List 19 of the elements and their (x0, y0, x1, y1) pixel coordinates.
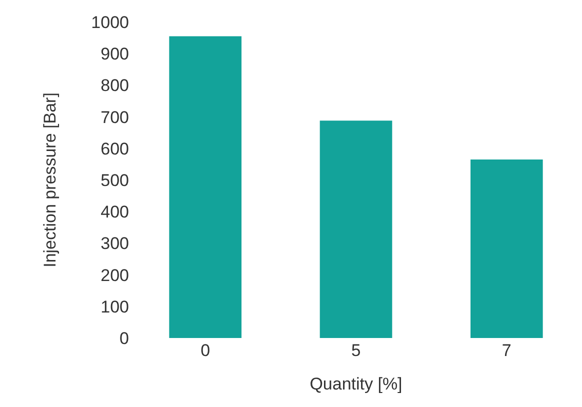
y-tick-label: 900 (100, 44, 129, 64)
x-axis-title: Quantity [%] (310, 374, 402, 394)
y-tick-label: 500 (100, 170, 129, 190)
x-tick-label: 5 (351, 341, 361, 360)
bar (320, 120, 392, 338)
y-tick-label: 0 (120, 328, 129, 348)
y-axis-title: Injection pressure [Bar] (40, 92, 60, 268)
y-tick-label: 300 (100, 234, 129, 254)
x-tick-label: 0 (200, 341, 210, 360)
y-tick-label: 700 (100, 108, 129, 127)
bar (470, 159, 543, 338)
x-tick-label: 7 (502, 341, 512, 360)
y-tick-label: 100 (100, 297, 129, 316)
y-tick-label: 200 (100, 266, 129, 285)
y-tick-label: 400 (100, 202, 129, 222)
bar (169, 36, 242, 338)
y-tick-label: 800 (100, 76, 129, 96)
y-tick-label: 1000 (91, 12, 129, 32)
y-tick-label: 600 (100, 139, 129, 158)
